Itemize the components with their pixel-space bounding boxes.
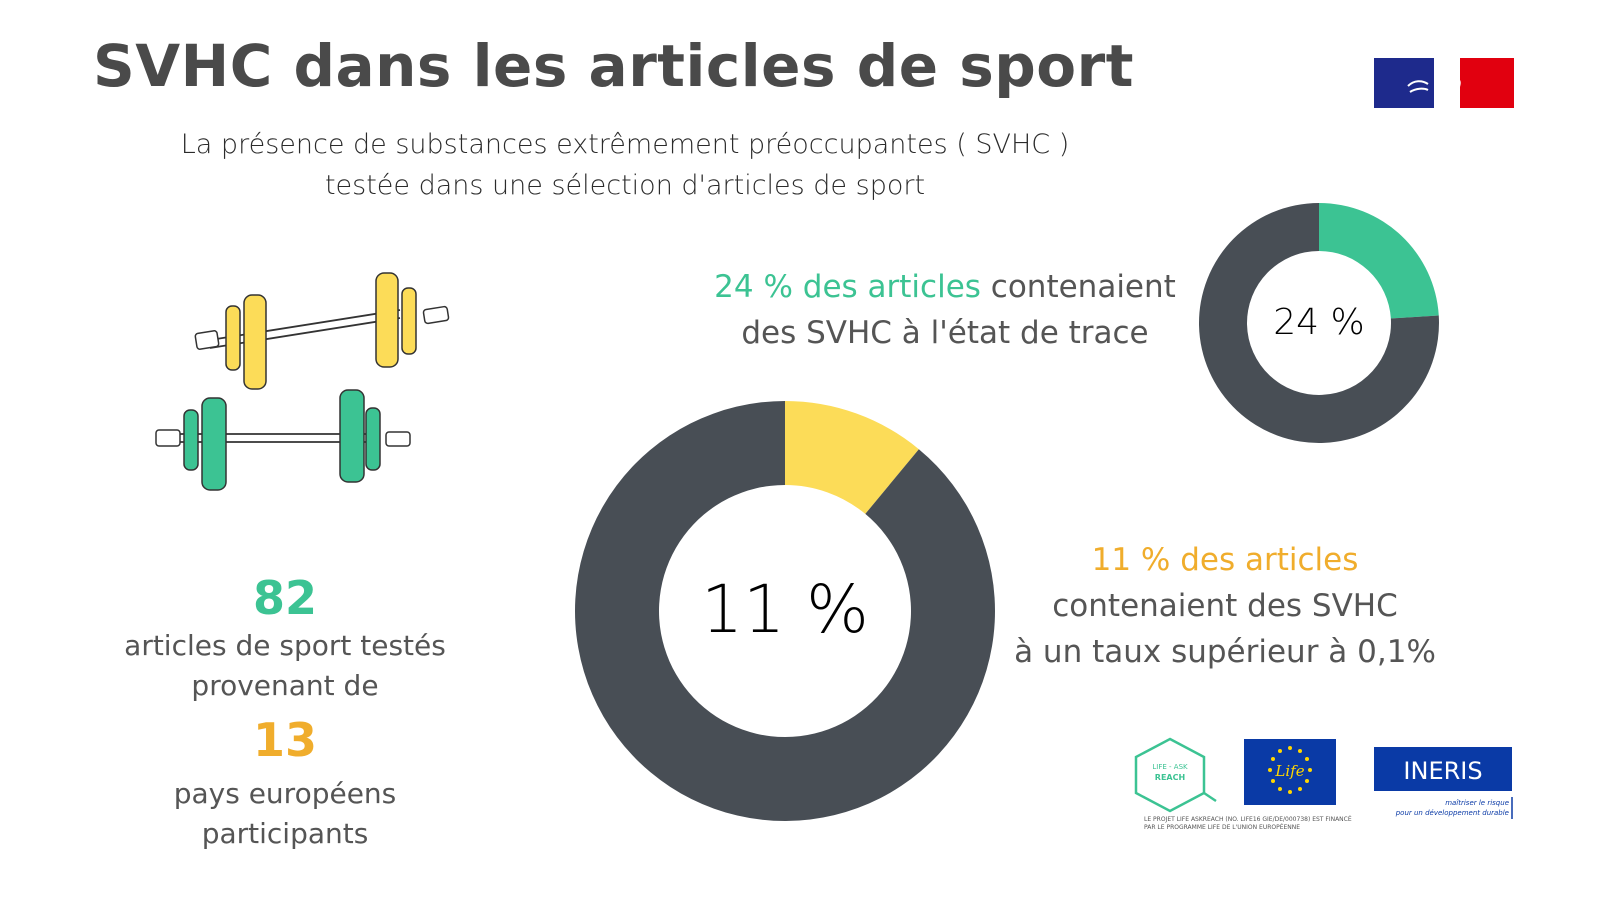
ineris-logo-text: INERIS [1403, 757, 1482, 785]
green-barbell-icon [155, 389, 411, 491]
above-threshold-donut-chart: 11 % [575, 401, 995, 821]
partner-logos: LIFE - ASK REACH Life INERIS maîtriser l… [1134, 737, 1513, 831]
life-logo-text: Life [1274, 762, 1304, 780]
trace-donut-slice-1 [1319, 203, 1439, 319]
trace-statement: 24 % des articles contenaient des SVHC à… [690, 264, 1200, 356]
subtitle-line-1: La présence de substances extrêmement pr… [180, 129, 1070, 160]
articles-count: 82 [252, 571, 317, 625]
funding-note-line-2: PAR LE PROGRAMME LIFE DE L'UNION EUROPÉE… [1144, 823, 1300, 831]
trace-rest: contenaient [980, 269, 1176, 305]
above-donut-slice-2 [575, 401, 995, 821]
articles-text-1: articles de sport testés [124, 629, 446, 662]
left-statistics: 82 articles de sport testés provenant de… [90, 570, 480, 854]
yellow-barbell-icon [194, 272, 450, 390]
askreach-line-2: REACH [1155, 773, 1185, 782]
eu-life-logo: Life [1244, 739, 1336, 805]
above-highlight: 11 % des articles [1091, 542, 1359, 578]
page-subtitle: La présence de substances extrêmement pr… [80, 124, 1170, 206]
above-donut-slice-1 [785, 401, 919, 514]
trace-highlight: 24 % des articles [714, 269, 981, 305]
ineris-tagline-2: pour un développement durable [1395, 809, 1509, 817]
trace-donut-chart: 24 % [1199, 203, 1439, 443]
ineris-logo: INERIS maîtriser le risque pour un dével… [1374, 747, 1513, 819]
articles-text-2: provenant de [191, 669, 379, 702]
countries-text-2: participants [201, 817, 369, 850]
barbells-illustration [155, 272, 450, 491]
above-threshold-statement: 11 % des articles contenaient des SVHC à… [1010, 537, 1440, 675]
trace-donut-center-label: 24 % [1273, 302, 1364, 343]
page-title: SVHC dans les articles de sport [93, 32, 1134, 100]
funding-note-line-1: LE PROJET LIFE ASKREACH (NO. LIFE16 GIE/… [1144, 815, 1352, 823]
trace-statement-line-2: des SVHC à l'état de trace [741, 315, 1149, 351]
above-donut-center-label: 11 % [701, 571, 869, 648]
countries-text-1: pays européens [173, 777, 397, 810]
above-line-2: contenaient des SVHC [1052, 588, 1398, 624]
trace-donut-slice-2 [1199, 203, 1439, 443]
countries-count: 13 [252, 713, 317, 767]
above-line-3: à un taux supérieur à 0,1% [1014, 634, 1436, 670]
life-askreach-logo: LIFE - ASK REACH [1134, 737, 1217, 813]
ineris-tagline-1: maîtriser le risque [1445, 799, 1509, 807]
subtitle-line-2: testée dans une sélection d'articles de … [324, 170, 926, 201]
republique-francaise-logo [1374, 58, 1514, 108]
trace-statement-line-1: 24 % des articles contenaient [690, 264, 1200, 310]
askreach-line-1: LIFE - ASK [1152, 763, 1188, 771]
